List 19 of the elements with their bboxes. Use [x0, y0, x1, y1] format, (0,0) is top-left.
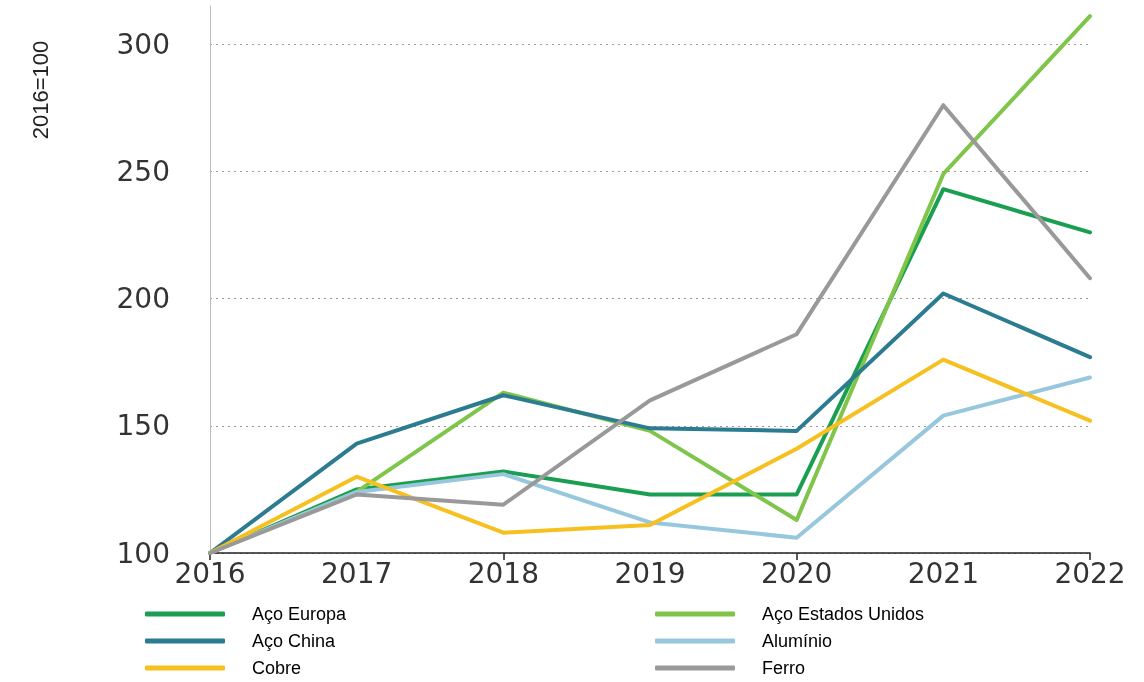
y-tick-label: 200 — [116, 282, 170, 316]
y-axis-title: 2016=100 — [27, 40, 53, 140]
x-tick-label: 2020 — [761, 556, 833, 590]
legend-label: Aço China — [252, 631, 337, 651]
legend-label: Cobre — [252, 658, 302, 678]
y-tick-label: 250 — [116, 154, 170, 188]
x-tick-label: 2018 — [467, 556, 539, 590]
y-tick-label: 100 — [116, 536, 170, 570]
y-tick-label: 150 — [116, 409, 170, 443]
x-tick-label: 2016 — [174, 556, 246, 590]
legend-label: Aço Europa — [252, 604, 348, 624]
x-tick-label: 2019 — [614, 556, 686, 590]
legend-label: Ferro — [762, 658, 806, 678]
x-tick-label: 2021 — [907, 556, 979, 590]
y-tick-label: 300 — [116, 27, 170, 61]
legend-label: Aço Estados Unidos — [762, 604, 925, 624]
x-tick-label: 2022 — [1054, 556, 1126, 590]
legend-label: Alumínio — [762, 631, 833, 651]
x-tick-label: 2017 — [321, 556, 393, 590]
